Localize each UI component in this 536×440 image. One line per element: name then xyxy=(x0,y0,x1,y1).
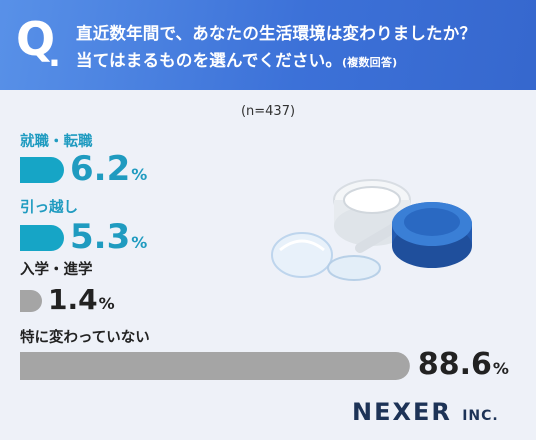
question-header: Q . 直近数年間で、あなたの生活環境は変わりましたか？ 当てはまるものを選んで… xyxy=(0,0,536,90)
bar xyxy=(20,290,42,312)
category-label: 入学・進学 xyxy=(20,262,93,278)
bar xyxy=(20,352,410,380)
category-label: 引っ越し xyxy=(20,200,78,216)
question-text-line1: 直近数年間で、あなたの生活環境は変わりましたか？ xyxy=(76,24,477,43)
value-unit: % xyxy=(98,294,115,314)
question-text-line2-main: 当てはまるものを選んでください。 xyxy=(76,51,343,70)
value-number: 5.3 xyxy=(70,217,131,258)
value-unit: % xyxy=(131,233,148,253)
category-label: 特に変わっていない xyxy=(20,330,150,346)
lens-case-illustration xyxy=(333,179,472,268)
value-label: 88.6% xyxy=(418,350,509,380)
q-dot: . xyxy=(48,35,61,75)
brand-suffix: INC. xyxy=(462,408,499,424)
question-text-line2: 当てはまるものを選んでください。(複数回答) xyxy=(76,47,397,71)
value-unit: % xyxy=(492,359,509,379)
value-unit: % xyxy=(131,165,148,185)
bar xyxy=(20,225,64,251)
sample-size: (n=437) xyxy=(240,104,296,119)
value-number: 1.4 xyxy=(48,283,98,317)
bar xyxy=(20,157,64,183)
header-gradient xyxy=(0,0,536,90)
q-mark: Q xyxy=(16,12,56,66)
contact-lens-illustration xyxy=(271,232,381,281)
brand-name: NEXER xyxy=(352,398,452,426)
category-label: 就職・転職 xyxy=(20,134,93,150)
value-label: 5.3% xyxy=(70,220,147,254)
value-number: 6.2 xyxy=(70,149,131,190)
value-label: 6.2% xyxy=(70,152,147,186)
value-label: 1.4% xyxy=(48,286,115,314)
value-number: 88.6 xyxy=(417,347,492,383)
question-note: (複数回答) xyxy=(342,56,398,69)
brand-logo: NEXER INC. xyxy=(352,398,499,426)
